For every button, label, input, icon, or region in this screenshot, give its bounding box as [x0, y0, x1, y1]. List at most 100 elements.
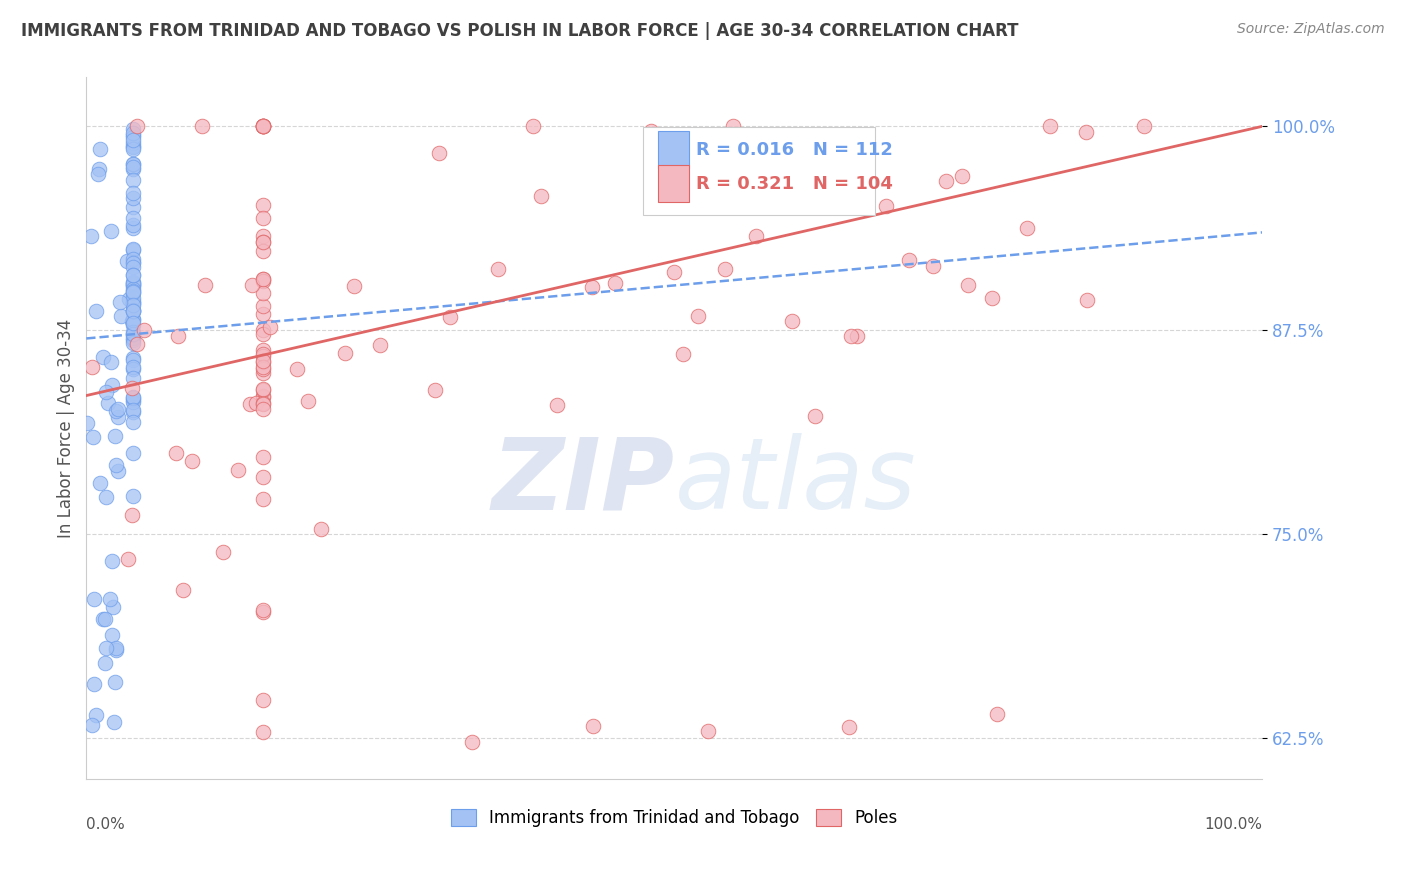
- Point: [898, 252, 921, 267]
- Point: [122, 127, 145, 141]
- Point: [100, 224, 122, 238]
- Point: [957, 278, 980, 293]
- Point: [297, 393, 319, 408]
- Point: [252, 244, 274, 258]
- Point: [103, 714, 125, 729]
- Point: [252, 349, 274, 363]
- Point: [252, 272, 274, 286]
- Point: [240, 278, 263, 293]
- Point: [105, 641, 128, 656]
- Point: [122, 243, 145, 257]
- Point: [76, 416, 98, 430]
- Point: [122, 256, 145, 270]
- Point: [122, 277, 145, 291]
- Point: [122, 351, 145, 365]
- Point: [98, 591, 121, 606]
- Point: [285, 361, 308, 376]
- Point: [122, 128, 145, 142]
- Point: [839, 329, 862, 343]
- Point: [252, 272, 274, 286]
- Point: [121, 381, 143, 395]
- Point: [172, 582, 194, 597]
- Point: [122, 173, 145, 187]
- Point: [122, 405, 145, 419]
- Point: [1133, 120, 1156, 134]
- Point: [252, 354, 274, 368]
- Point: [94, 640, 117, 655]
- Point: [368, 338, 391, 352]
- Point: [122, 446, 145, 460]
- Point: [252, 308, 274, 322]
- Point: [239, 397, 262, 411]
- Point: [122, 316, 145, 330]
- Point: [122, 391, 145, 405]
- Point: [89, 142, 111, 156]
- Point: [122, 218, 145, 232]
- Text: R = 0.016   N = 112: R = 0.016 N = 112: [696, 141, 893, 159]
- Point: [780, 314, 803, 328]
- Point: [110, 309, 132, 323]
- Point: [252, 323, 274, 337]
- Legend: Immigrants from Trinidad and Tobago, Poles: Immigrants from Trinidad and Tobago, Pol…: [444, 802, 904, 834]
- Point: [427, 146, 450, 161]
- Point: [252, 367, 274, 381]
- Point: [117, 292, 139, 306]
- Point: [122, 303, 145, 318]
- Point: [122, 191, 145, 205]
- Point: [252, 120, 274, 134]
- Point: [838, 720, 860, 734]
- Text: atlas: atlas: [675, 434, 917, 530]
- Point: [122, 160, 145, 174]
- Point: [104, 429, 127, 443]
- Point: [252, 327, 274, 342]
- Point: [921, 259, 943, 273]
- Point: [662, 265, 685, 279]
- Point: [89, 476, 111, 491]
- Text: ZIP: ZIP: [492, 434, 675, 530]
- Point: [107, 401, 129, 416]
- Point: [166, 329, 188, 343]
- Point: [121, 314, 143, 328]
- Point: [122, 157, 145, 171]
- Point: [122, 275, 145, 289]
- Point: [84, 304, 107, 318]
- Point: [252, 347, 274, 361]
- Point: [252, 360, 274, 375]
- Point: [211, 545, 233, 559]
- Point: [94, 491, 117, 505]
- Point: [122, 327, 145, 342]
- Point: [875, 199, 897, 213]
- Point: [104, 404, 127, 418]
- Point: [96, 396, 118, 410]
- Point: [640, 124, 662, 138]
- Point: [343, 278, 366, 293]
- Point: [122, 393, 145, 408]
- Point: [950, 169, 973, 184]
- Point: [122, 285, 145, 299]
- Point: [108, 294, 131, 309]
- Point: [194, 277, 217, 292]
- Point: [121, 508, 143, 522]
- Point: [581, 279, 603, 293]
- Point: [122, 394, 145, 409]
- Point: [252, 605, 274, 619]
- Point: [101, 554, 124, 568]
- Point: [252, 693, 274, 707]
- Point: [122, 296, 145, 310]
- Point: [252, 492, 274, 507]
- Point: [122, 362, 145, 376]
- Point: [122, 415, 145, 429]
- Point: [1039, 120, 1062, 134]
- Point: [122, 371, 145, 385]
- Point: [122, 255, 145, 269]
- Point: [122, 279, 145, 293]
- Point: [122, 130, 145, 145]
- Point: [122, 138, 145, 153]
- Point: [122, 122, 145, 136]
- Point: [122, 186, 145, 201]
- Point: [252, 229, 274, 244]
- Text: IMMIGRANTS FROM TRINIDAD AND TOBAGO VS POLISH IN LABOR FORCE | AGE 30-34 CORRELA: IMMIGRANTS FROM TRINIDAD AND TOBAGO VS P…: [21, 22, 1018, 40]
- Point: [191, 120, 214, 134]
- Text: 0.0%: 0.0%: [86, 817, 125, 832]
- Point: [122, 136, 145, 150]
